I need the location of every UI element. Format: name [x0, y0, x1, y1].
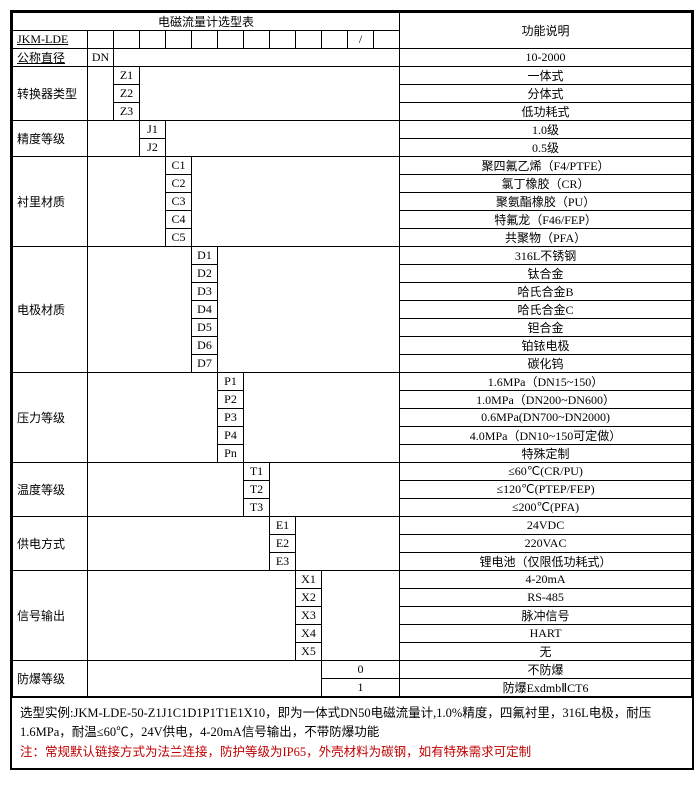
desc-cell: ≤60℃(CR/PU) [400, 463, 692, 481]
code-cell: D1 [192, 247, 218, 265]
code-cell: J1 [140, 121, 166, 139]
desc-cell: 分体式 [400, 85, 692, 103]
desc-cell: 哈氏合金B [400, 283, 692, 301]
desc-cell: 0.6MPa(DN700~DN2000) [400, 409, 692, 427]
desc-cell: 聚氨酯橡胶（PU） [400, 193, 692, 211]
footer-notes: 选型实例:JKM-LDE-50-Z1J1C1D1P1T1E1X10，即为一体式D… [12, 697, 692, 768]
desc-cell: 0.5级 [400, 139, 692, 157]
code-cell: Z1 [114, 67, 140, 85]
desc-cell: 氯丁橡胶（CR） [400, 175, 692, 193]
desc-cell: 220VAC [400, 535, 692, 553]
code-cell: X5 [296, 643, 322, 661]
desc-cell: HART [400, 625, 692, 643]
model-code: JKM-LDE [13, 31, 88, 49]
code-cell: Z2 [114, 85, 140, 103]
group-label: 精度等级 [13, 121, 88, 157]
desc-cell: 特氟龙（F46/FEP） [400, 211, 692, 229]
code-cell: E1 [270, 517, 296, 535]
desc-cell: 4-20mA [400, 571, 692, 589]
desc-cell: 10-2000 [400, 49, 692, 67]
code-cell: C2 [166, 175, 192, 193]
group-label: 压力等级 [13, 373, 88, 463]
code-cell: D5 [192, 319, 218, 337]
code-cell: C3 [166, 193, 192, 211]
desc-cell: 1.0MPa（DN200~DN600） [400, 391, 692, 409]
desc-cell: 低功耗式 [400, 103, 692, 121]
group-label: 温度等级 [13, 463, 88, 517]
desc-cell: 4.0MPa（DN10~150可定做） [400, 427, 692, 445]
code-cell: T3 [244, 499, 270, 517]
desc-cell: 特殊定制 [400, 445, 692, 463]
note-text: 注：常规默认链接方式为法兰连接，防护等级为IP65，外壳材料为碳钢，如有特殊需求… [20, 743, 684, 762]
selection-table-wrapper: 电磁流量计选型表功能说明 JKM-LDE / 公称直径DN 10-2000 转换器类型 Z1… [10, 10, 694, 770]
group-label: 公称直径 [13, 49, 88, 67]
selection-table: 电磁流量计选型表功能说明 JKM-LDE / 公称直径DN 10-2000 转换器类型 Z1… [12, 12, 692, 697]
code-cell: DN [88, 49, 114, 67]
code-cell: J2 [140, 139, 166, 157]
group-label: 电极材质 [13, 247, 88, 373]
func-header: 功能说明 [400, 13, 692, 49]
code-cell: X2 [296, 589, 322, 607]
code-cell: T2 [244, 481, 270, 499]
group-label: 防爆等级 [13, 661, 88, 697]
code-cell: 0 [322, 661, 400, 679]
desc-cell: 24VDC [400, 517, 692, 535]
code-cell: P1 [218, 373, 244, 391]
code-cell: Pn [218, 445, 244, 463]
desc-cell: 哈氏合金C [400, 301, 692, 319]
code-cell: E3 [270, 553, 296, 571]
desc-cell: 无 [400, 643, 692, 661]
code-cell: T1 [244, 463, 270, 481]
desc-cell: 316L不锈钢 [400, 247, 692, 265]
code-cell: C4 [166, 211, 192, 229]
desc-cell: 不防爆 [400, 661, 692, 679]
code-cell: X1 [296, 571, 322, 589]
group-label: 供电方式 [13, 517, 88, 571]
desc-cell: 钽合金 [400, 319, 692, 337]
code-cell: D2 [192, 265, 218, 283]
code-cell: 1 [322, 679, 400, 697]
desc-cell: ≤120℃(PTEP/FEP) [400, 481, 692, 499]
code-cell: C1 [166, 157, 192, 175]
desc-cell: ≤200℃(PFA) [400, 499, 692, 517]
group-label: 信号输出 [13, 571, 88, 661]
code-cell: X4 [296, 625, 322, 643]
code-cell: D3 [192, 283, 218, 301]
code-cell: Z3 [114, 103, 140, 121]
code-cell: P4 [218, 427, 244, 445]
desc-cell: RS-485 [400, 589, 692, 607]
desc-cell: 脉冲信号 [400, 607, 692, 625]
group-label: 转换器类型 [13, 67, 88, 121]
code-cell: P2 [218, 391, 244, 409]
example-text: 选型实例:JKM-LDE-50-Z1J1C1D1P1T1E1X10，即为一体式D… [20, 704, 684, 743]
desc-cell: 共聚物（PFA） [400, 229, 692, 247]
desc-cell: 锂电池（仅限低功耗式） [400, 553, 692, 571]
desc-cell: 碳化钨 [400, 355, 692, 373]
slash-cell: / [348, 31, 374, 49]
desc-cell: 铂铱电极 [400, 337, 692, 355]
code-cell: P3 [218, 409, 244, 427]
desc-cell: 钛合金 [400, 265, 692, 283]
desc-cell: 聚四氟乙烯（F4/PTFE） [400, 157, 692, 175]
code-cell: X3 [296, 607, 322, 625]
code-cell: D6 [192, 337, 218, 355]
desc-cell: 1.6MPa（DN15~150） [400, 373, 692, 391]
desc-cell: 1.0级 [400, 121, 692, 139]
desc-cell: 防爆ExdmbⅡCT6 [400, 679, 692, 697]
code-cell: D4 [192, 301, 218, 319]
code-cell: D7 [192, 355, 218, 373]
code-cell: E2 [270, 535, 296, 553]
group-label: 衬里材质 [13, 157, 88, 247]
code-cell: C5 [166, 229, 192, 247]
desc-cell: 一体式 [400, 67, 692, 85]
table-title: 电磁流量计选型表 [13, 13, 400, 31]
